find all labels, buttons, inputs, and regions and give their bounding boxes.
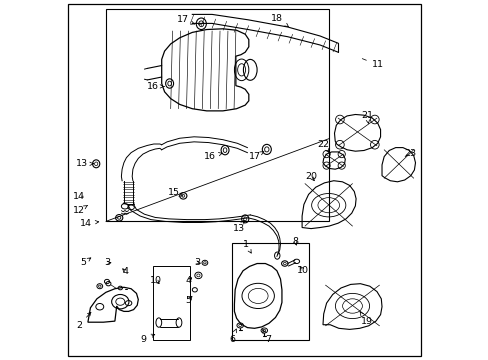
- Text: 18: 18: [270, 14, 288, 27]
- Text: 5: 5: [185, 296, 191, 305]
- Text: 21: 21: [360, 111, 372, 123]
- Text: 14: 14: [80, 219, 99, 228]
- Text: 22: 22: [317, 140, 329, 152]
- Text: 15: 15: [168, 188, 183, 197]
- Text: 10: 10: [297, 266, 308, 275]
- Text: 9: 9: [141, 334, 154, 343]
- Text: 17: 17: [249, 151, 264, 161]
- Text: 16: 16: [204, 152, 222, 161]
- Text: 17: 17: [177, 15, 194, 24]
- Text: 13: 13: [233, 220, 244, 233]
- Text: 19: 19: [359, 312, 372, 325]
- Text: 5: 5: [81, 258, 91, 267]
- Text: 4: 4: [122, 267, 128, 276]
- Text: 20: 20: [305, 172, 316, 181]
- Text: 3: 3: [104, 258, 111, 267]
- Bar: [106, 9, 328, 221]
- Text: 23: 23: [403, 149, 415, 158]
- Text: 10: 10: [150, 276, 162, 285]
- Text: 6: 6: [228, 329, 236, 343]
- Text: 1: 1: [243, 240, 251, 253]
- Text: 13: 13: [76, 159, 93, 168]
- Bar: [231, 243, 309, 340]
- Text: 3: 3: [194, 258, 201, 267]
- Text: 16: 16: [146, 82, 164, 91]
- Text: 11: 11: [362, 59, 383, 69]
- Text: 12: 12: [73, 205, 87, 215]
- Text: 7: 7: [262, 329, 270, 343]
- Text: 4: 4: [185, 276, 191, 285]
- Text: 8: 8: [291, 237, 297, 246]
- Bar: [152, 266, 190, 340]
- Text: 14: 14: [73, 192, 85, 201]
- Text: 2: 2: [76, 312, 91, 330]
